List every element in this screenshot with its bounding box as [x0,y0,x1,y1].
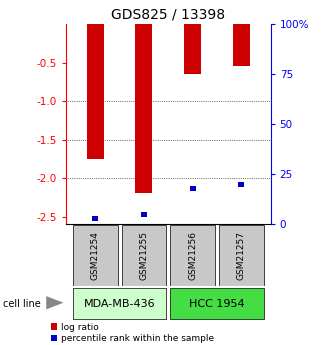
FancyBboxPatch shape [170,225,215,286]
Legend: log ratio, percentile rank within the sample: log ratio, percentile rank within the sa… [51,323,214,343]
Bar [239,182,244,187]
Text: GSM21255: GSM21255 [140,231,148,280]
FancyBboxPatch shape [170,288,264,319]
Bar [92,216,98,220]
FancyBboxPatch shape [219,225,264,286]
Text: GSM21257: GSM21257 [237,231,246,280]
Bar [184,24,201,74]
Text: GSM21254: GSM21254 [91,231,100,280]
Title: GDS825 / 13398: GDS825 / 13398 [111,8,225,22]
FancyBboxPatch shape [73,288,166,319]
Bar [190,186,196,190]
Bar [233,24,250,67]
FancyBboxPatch shape [73,225,117,286]
FancyBboxPatch shape [121,225,166,286]
Bar [135,24,152,194]
Bar [141,212,147,217]
Text: GSM21256: GSM21256 [188,231,197,280]
Text: HCC 1954: HCC 1954 [189,299,245,308]
Text: cell line: cell line [3,299,41,308]
Bar [87,24,104,159]
Polygon shape [46,296,63,309]
Text: MDA-MB-436: MDA-MB-436 [84,299,155,308]
